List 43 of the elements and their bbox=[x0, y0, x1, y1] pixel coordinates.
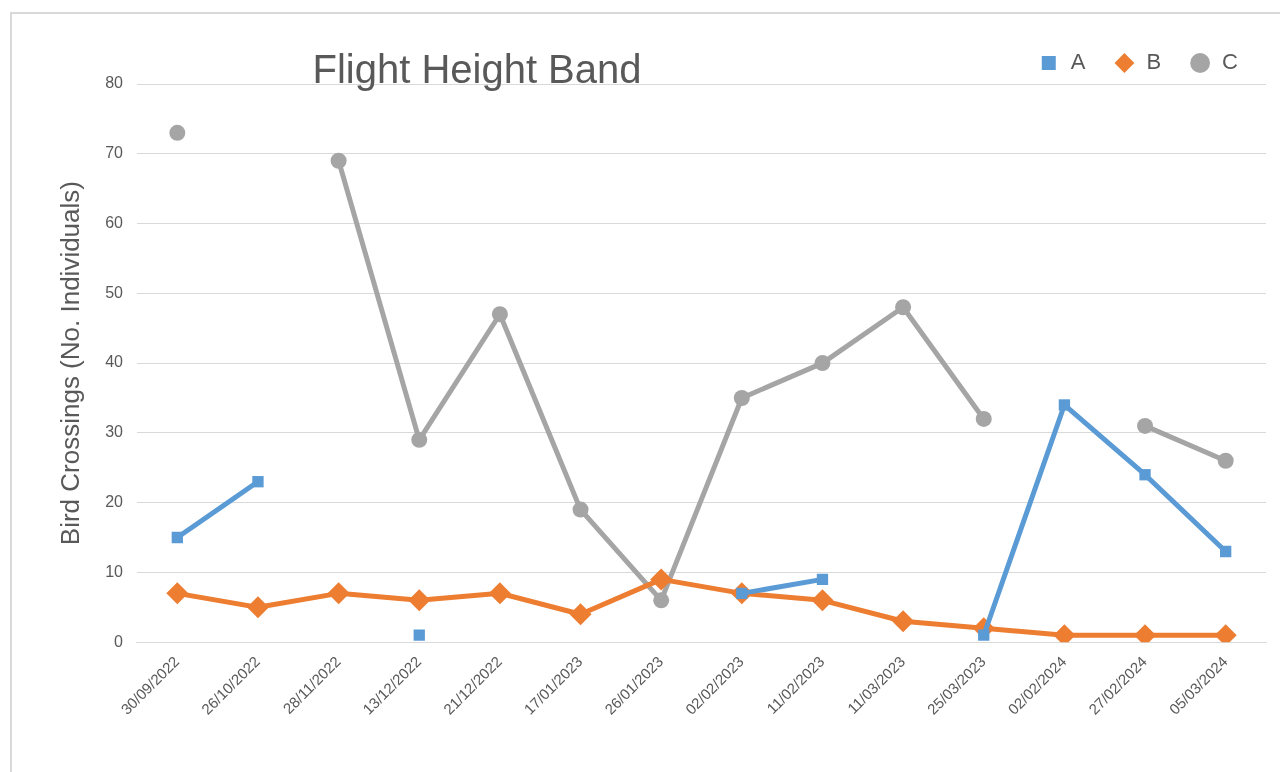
chart-title: Flight Height Band bbox=[312, 47, 642, 92]
point bbox=[413, 629, 425, 641]
legend-label: B bbox=[1146, 49, 1162, 75]
point bbox=[569, 603, 592, 626]
y-tick-label: 50 bbox=[105, 283, 124, 301]
point bbox=[895, 299, 912, 316]
y-tick-label: 20 bbox=[105, 493, 124, 511]
point bbox=[169, 124, 186, 141]
point bbox=[733, 389, 750, 406]
point bbox=[171, 531, 183, 544]
point bbox=[1137, 417, 1154, 434]
legend-label: A bbox=[1070, 49, 1086, 75]
point bbox=[653, 592, 670, 609]
point bbox=[978, 629, 990, 641]
y-axis-title: Bird Crossings (No. Individuals) bbox=[54, 181, 85, 546]
point bbox=[1217, 452, 1234, 469]
y-tick-label: 80 bbox=[105, 74, 124, 92]
point bbox=[408, 589, 431, 612]
point bbox=[411, 431, 428, 448]
point bbox=[892, 610, 915, 633]
point bbox=[491, 306, 508, 323]
point bbox=[252, 476, 264, 488]
y-tick-label: 30 bbox=[105, 423, 124, 441]
point bbox=[330, 152, 347, 169]
point bbox=[814, 355, 831, 372]
point bbox=[572, 501, 589, 518]
point bbox=[1139, 469, 1151, 481]
point bbox=[975, 410, 992, 427]
point bbox=[327, 582, 350, 605]
y-tick-label: 10 bbox=[105, 562, 124, 580]
point bbox=[1058, 399, 1071, 411]
point bbox=[650, 568, 673, 591]
y-tick-label: 40 bbox=[105, 353, 124, 371]
y-tick-label: 60 bbox=[105, 213, 124, 231]
point bbox=[488, 582, 511, 605]
legend-label: C bbox=[1222, 49, 1239, 75]
y-tick-label: 0 bbox=[114, 632, 124, 650]
point bbox=[246, 596, 269, 619]
point bbox=[816, 573, 829, 586]
point bbox=[166, 582, 189, 605]
point bbox=[1220, 545, 1232, 558]
point bbox=[811, 589, 834, 612]
y-tick-label: 70 bbox=[105, 144, 124, 162]
